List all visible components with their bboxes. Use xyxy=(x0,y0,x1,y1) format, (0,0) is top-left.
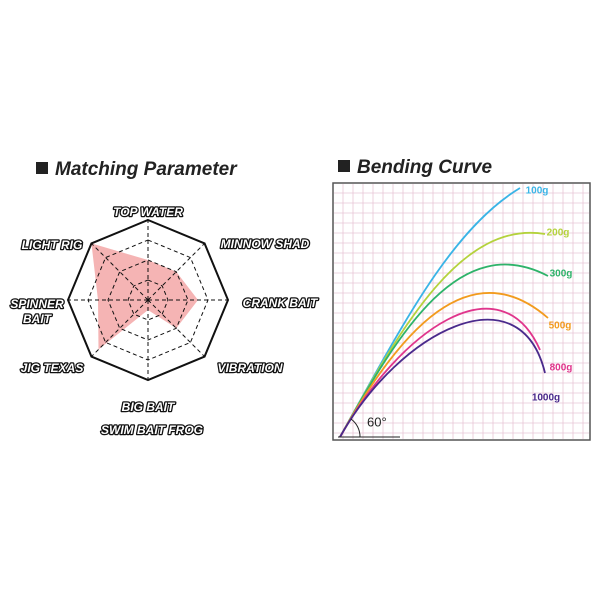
bullet xyxy=(36,162,48,174)
radar-spoke xyxy=(91,299,149,357)
category-label: SWIM BAIT FROG xyxy=(101,423,203,437)
curve-label: 1000g xyxy=(532,393,560,404)
bend-curve xyxy=(339,291,549,438)
category-label: VIBRATION xyxy=(217,361,282,375)
curve-frame xyxy=(332,182,591,441)
radar-ring xyxy=(107,259,189,341)
curve-grid xyxy=(334,184,589,439)
curve-label: 800g xyxy=(550,363,573,374)
radar-spoke xyxy=(147,299,205,357)
curve-label: 500g xyxy=(549,321,572,332)
angle-arc xyxy=(350,418,361,438)
category-label: MINNOW SHAD xyxy=(221,237,310,251)
curve-label: 300g xyxy=(550,269,573,280)
radar-spoke xyxy=(147,243,205,301)
category-label: LIGHT RIG xyxy=(22,238,83,252)
radar-title: Matching Parameter xyxy=(55,159,238,180)
angle-label: 60° xyxy=(367,414,387,429)
category-label: BIG BAIT xyxy=(122,400,176,414)
bend-curve xyxy=(339,318,546,438)
category-label: SPINNER xyxy=(10,297,64,311)
radar-spoke xyxy=(91,243,149,301)
curve-label: 200g xyxy=(547,228,570,239)
bend-curve xyxy=(339,263,549,438)
category-label: TOP WATER xyxy=(113,205,183,219)
curve-title: Bending Curve xyxy=(357,157,493,178)
category-label: CRANK BAIT xyxy=(243,296,319,310)
curve-label: 100g xyxy=(526,186,549,197)
bullet xyxy=(338,160,350,172)
category-label: BAIT xyxy=(23,312,53,326)
category-label: JIG TEXAS xyxy=(21,361,84,375)
